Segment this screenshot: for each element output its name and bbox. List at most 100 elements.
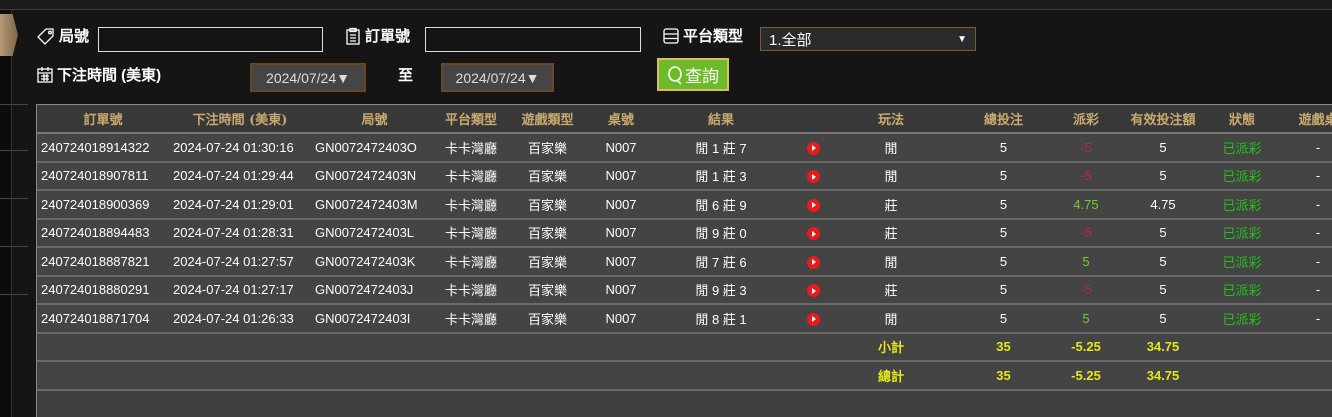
valid-cell: 4.75 — [1111, 190, 1215, 220]
payout-cell: 5 — [1061, 247, 1111, 277]
game-cell: 百家樂 — [504, 133, 591, 163]
subtotal-cell — [1215, 332, 1269, 362]
subtotal-cell: 34.75 — [1111, 332, 1215, 362]
status-cell: 已派彩 — [1215, 190, 1269, 220]
play-video-icon[interactable] — [807, 198, 820, 212]
subtotal-cell: -5.25 — [1061, 332, 1111, 362]
game-cell: 百家樂 — [504, 161, 591, 191]
column-header: 下注時間 (美東) — [169, 105, 311, 134]
table-row[interactable]: 240724018887821 2024-07-24 01:27:57 GN0072… — [37, 247, 1332, 277]
extra-cell: - — [1269, 275, 1332, 305]
play-video-icon[interactable] — [807, 255, 820, 269]
round-cell: GN0072472403J — [311, 275, 438, 305]
bet-cell: 5 — [946, 304, 1061, 334]
payout-cell: -5 — [1061, 218, 1111, 248]
platform-cell: 卡卡灣廳 — [438, 275, 504, 305]
column-header: 總投注 — [946, 105, 1061, 134]
divider — [0, 294, 28, 295]
platform-cell: 卡卡灣廳 — [438, 304, 504, 334]
payout-cell: -5 — [1061, 161, 1111, 191]
time-label-text: 下注時間 (美東) — [57, 67, 162, 84]
platform-cell: 卡卡灣廳 — [438, 133, 504, 163]
replay-cell — [791, 275, 836, 305]
column-header: 桌號 — [591, 105, 651, 134]
subtotal-cell — [1269, 332, 1332, 362]
table-row[interactable]: 240724018907811 2024-07-24 01:29:44 GN0072… — [37, 161, 1332, 191]
extra-cell: - — [1269, 218, 1332, 248]
table-cell: N007 — [591, 247, 651, 277]
valid-cell: 5 — [1111, 275, 1215, 305]
extra-cell: - — [1269, 190, 1332, 220]
play-cell: 閒 — [836, 247, 946, 277]
play-video-icon[interactable] — [807, 284, 820, 298]
total-cell — [438, 361, 504, 391]
total-cell — [791, 361, 836, 391]
play-video-icon[interactable] — [807, 141, 820, 155]
order-cell: 240724018900369 — [37, 190, 169, 220]
status-cell: 已派彩 — [1215, 275, 1269, 305]
play-cell: 莊 — [836, 218, 946, 248]
table-cell: N007 — [591, 190, 651, 220]
play-video-icon[interactable] — [807, 170, 820, 184]
round-cell: GN0072472403L — [311, 218, 438, 248]
column-header: 局號 — [311, 105, 438, 134]
subtotal-cell: 小計 — [836, 332, 946, 362]
platform-cell: 卡卡灣廳 — [438, 218, 504, 248]
time-cell: 2024-07-24 01:28:31 — [169, 218, 311, 248]
bet-records-table: 訂單號 下注時間 (美東) 局號 平台類型 遊戲類型 桌號 結果 玩法 總投注 派彩 有效投注額 狀態… — [36, 104, 1332, 417]
round-cell: GN0072472403K — [311, 247, 438, 277]
platform-cell: 卡卡灣廳 — [438, 247, 504, 277]
total-cell — [651, 361, 791, 391]
result-cell: 閒 6 莊 9 — [651, 190, 791, 220]
play-video-icon[interactable] — [807, 227, 820, 241]
status-cell: 已派彩 — [1215, 247, 1269, 277]
sidebar-active-tab[interactable] — [0, 14, 18, 56]
column-header: 訂單號 — [37, 105, 169, 134]
extra-cell: - — [1269, 161, 1332, 191]
table-row[interactable]: 240724018914322 2024-07-24 01:30:16 GN0072… — [37, 133, 1332, 163]
table-row[interactable]: 240724018871704 2024-07-24 01:26:33 GN0072… — [37, 304, 1332, 334]
date-to-picker[interactable]: 2024/07/24▼ — [441, 63, 554, 92]
play-cell: 莊 — [836, 190, 946, 220]
replay-cell — [791, 133, 836, 163]
status-cell: 已派彩 — [1215, 218, 1269, 248]
date-from-picker[interactable]: 2024/07/24▼ — [250, 63, 366, 92]
game-cell: 百家樂 — [504, 275, 591, 305]
table-row[interactable]: 240724018880291 2024-07-24 01:27:17 GN0072… — [37, 275, 1332, 305]
top-bar — [0, 0, 1332, 10]
platform-select-value: 1.全部 — [769, 31, 812, 49]
replay-cell — [791, 247, 836, 277]
subtotal-cell — [651, 332, 791, 362]
round-cell: GN0072472403N — [311, 161, 438, 191]
order-input[interactable] — [425, 27, 641, 52]
total-cell — [1269, 361, 1332, 391]
table-cell: N007 — [591, 161, 651, 191]
round-input[interactable] — [98, 27, 323, 52]
total-cell: 總計 — [836, 361, 946, 391]
total-row: 總計 35 -5.25 34.75 — [37, 361, 1332, 391]
order-label-text: 訂單號 — [365, 28, 411, 45]
table-cell: N007 — [591, 218, 651, 248]
play-video-icon[interactable] — [807, 312, 820, 326]
status-cell: 已派彩 — [1215, 304, 1269, 334]
chevron-down-icon: ▼ — [957, 33, 967, 45]
round-cell: GN0072472403M — [311, 190, 438, 220]
time-cell: 2024-07-24 01:29:44 — [169, 161, 311, 191]
platform-select[interactable]: 1.全部 ▼ — [760, 27, 976, 51]
game-cell: 百家樂 — [504, 304, 591, 334]
total-cell — [169, 361, 311, 391]
total-cell — [504, 361, 591, 391]
search-button[interactable]: 查詢 — [657, 58, 729, 91]
divider — [0, 104, 28, 105]
payout-cell: 4.75 — [1061, 190, 1111, 220]
time-cell: 2024-07-24 01:29:01 — [169, 190, 311, 220]
table-cell: N007 — [591, 275, 651, 305]
table-row[interactable]: 240724018900369 2024-07-24 01:29:01 GN0072… — [37, 190, 1332, 220]
subtotal-cell — [169, 332, 311, 362]
platform-label: 平台類型 — [662, 25, 743, 46]
subtotal-cell — [791, 332, 836, 362]
result-cell: 閒 9 莊 0 — [651, 218, 791, 248]
order-cell: 240724018907811 — [37, 161, 169, 191]
bet-cell: 5 — [946, 247, 1061, 277]
table-row[interactable]: 240724018894483 2024-07-24 01:28:31 GN0072… — [37, 218, 1332, 248]
